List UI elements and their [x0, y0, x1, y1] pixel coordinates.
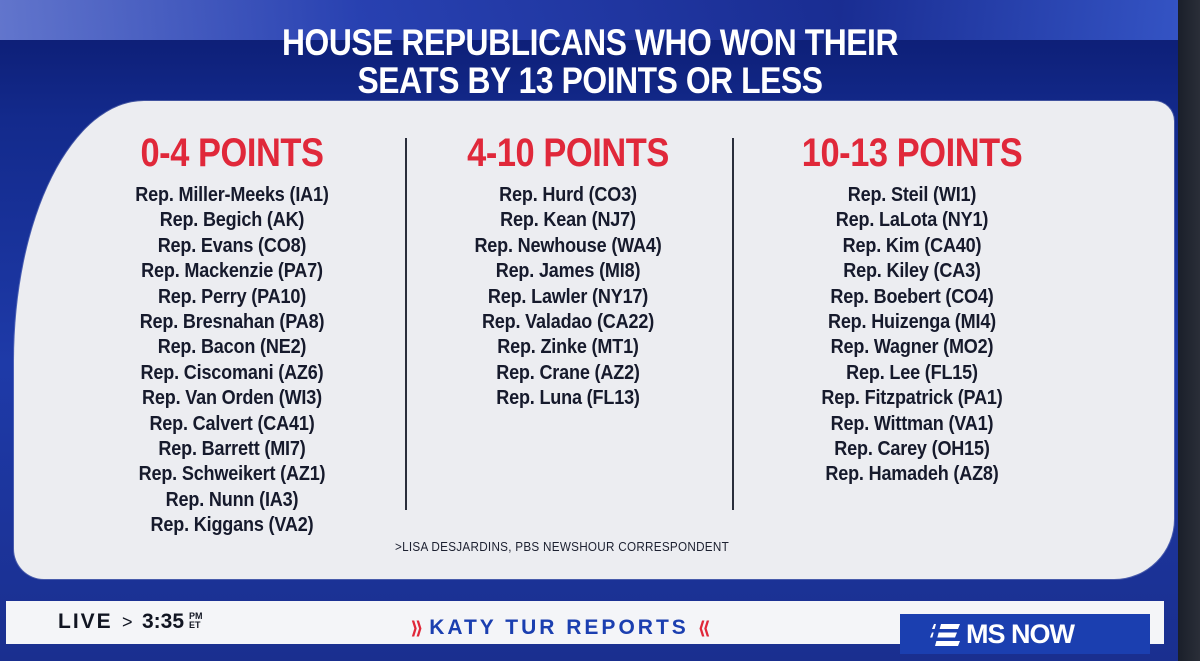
representative-name: Rep. LaLota (NY1)	[835, 208, 989, 232]
screen-glare	[0, 0, 1200, 40]
representative-name: Rep. Hurd (CO3)	[499, 183, 637, 206]
ampm-label: PM	[189, 611, 203, 621]
representative-name: Rep. Mackenzie (PA7)	[141, 259, 323, 283]
representative-name: Rep. Begich (AK)	[159, 208, 305, 232]
column-4-10-points: 4-10 POINTS Rep. Hurd (CO3) Rep. Kean (NJ…	[408, 132, 728, 411]
representative-name: Rep. Kim (CA40)	[842, 233, 982, 257]
source-credit: >LISA DESJARDINS, PBS NEWSHOUR CORRESPON…	[395, 539, 730, 554]
time-suffix: PM ET	[189, 612, 203, 630]
representative-name: Rep. Evans (CO8)	[157, 233, 307, 257]
column-divider	[405, 138, 407, 510]
column-heading: 10-13 POINTS	[801, 131, 1023, 175]
representative-name: Rep. Wagner (MO2)	[830, 335, 994, 359]
representative-name: Rep. Steil (WI1)	[847, 183, 977, 206]
timezone-label: ET	[189, 620, 201, 630]
representative-name: Rep. Huizenga (MI4)	[827, 310, 997, 334]
headline-line-1: HOUSE REPUBLICANS WHO WON THEIR	[281, 22, 899, 63]
column-divider	[732, 138, 734, 510]
broadcast-time: 3:35	[142, 610, 185, 633]
representative-list: Rep. Miller-Meeks (IA1) Rep. Begich (AK) R…	[72, 182, 392, 538]
representative-name: Rep. Crane (AZ2)	[496, 360, 640, 384]
representative-name: Rep. Bacon (NE2)	[157, 335, 307, 359]
representative-name: Rep. Kiley (CA3)	[843, 259, 981, 283]
representative-name: Rep. Schweikert (AZ1)	[138, 462, 326, 486]
headline-line-2: SEATS BY 13 POINTS OR LESS	[357, 60, 823, 101]
representative-name: Rep. Lawler (NY17)	[487, 284, 649, 308]
column-heading: 4-10 POINTS	[467, 131, 669, 175]
column-heading: 0-4 POINTS	[140, 131, 324, 175]
column-0-4-points: 0-4 POINTS Rep. Miller-Meeks (IA1) Rep. B…	[72, 132, 392, 538]
representative-name: Rep. Calvert (CA41)	[149, 411, 315, 435]
representative-name: Rep. Miller-Meeks (IA1)	[135, 183, 329, 206]
representative-name: Rep. Newhouse (WA4)	[474, 233, 662, 257]
representative-name: Rep. Boebert (CO4)	[830, 284, 994, 308]
representative-name: Rep. Bresnahan (PA8)	[139, 310, 325, 334]
representative-name: Rep. Zinke (MT1)	[497, 335, 639, 359]
representative-list: Rep. Hurd (CO3) Rep. Kean (NJ7) Rep. Newho…	[408, 182, 728, 411]
representative-name: Rep. Lee (FL15)	[846, 360, 978, 384]
chevrons-left-icon: ⟫	[410, 618, 423, 638]
representative-name: Rep. Carey (OH15)	[834, 437, 990, 461]
tv-bezel	[1178, 0, 1200, 661]
representative-name: Rep. Wittman (VA1)	[830, 411, 994, 435]
representative-name: Rep. Ciscomani (AZ6)	[140, 360, 324, 384]
chevrons-right-icon: ⟪	[697, 618, 711, 638]
representative-name: Rep. Nunn (IA3)	[165, 487, 299, 511]
representative-name: Rep. Hamadeh (AZ8)	[825, 462, 999, 486]
representative-name: Rep. Barrett (MI7)	[158, 437, 306, 461]
column-10-13-points: 10-13 POINTS Rep. Steil (WI1) Rep. LaLota…	[742, 132, 1082, 487]
msnow-logo-icon	[930, 624, 960, 646]
representative-name: Rep. Kean (NJ7)	[500, 208, 636, 232]
representative-name: Rep. Perry (PA10)	[157, 284, 307, 308]
representative-list: Rep. Steil (WI1) Rep. LaLota (NY1) Rep. Ki…	[742, 182, 1082, 487]
representative-name: Rep. Van Orden (WI3)	[142, 386, 322, 410]
representative-name: Rep. Fitzpatrick (PA1)	[821, 386, 1003, 410]
show-name: KATY TUR REPORTS	[429, 616, 689, 639]
headline: HOUSE REPUBLICANS WHO WON THEIR SEATS BY…	[263, 24, 917, 100]
show-title: ⟫ KATY TUR REPORTS ⟪	[374, 616, 744, 640]
representative-name: Rep. Kiggans (VA2)	[150, 513, 314, 537]
representative-name: Rep. Valadao (CA22)	[481, 310, 655, 334]
network-brand-name: MS NOW	[966, 619, 1075, 649]
live-label: LIVE	[58, 610, 113, 633]
chevron-right-icon: >	[122, 612, 133, 632]
content-panel	[14, 101, 1174, 579]
representative-name: Rep. James (MI8)	[495, 259, 641, 283]
representative-name: Rep. Luna (FL13)	[496, 386, 640, 410]
